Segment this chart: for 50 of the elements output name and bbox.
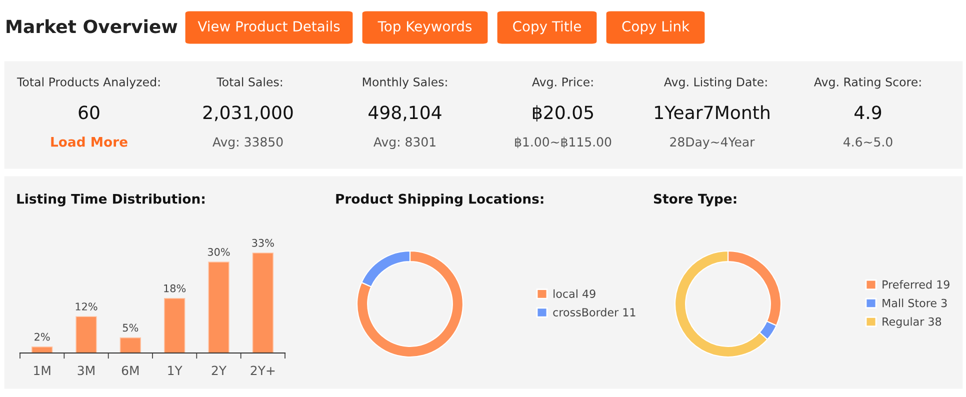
text: Avg. Listing Date: (664, 77, 767, 89)
x-tick-label: 2Y (212, 366, 227, 375)
chart-title: Store Type: (654, 194, 736, 206)
text: Total Sales: (216, 77, 282, 86)
bar (164, 298, 186, 353)
donut-slice (356, 250, 464, 358)
text: Monthly Sales: (362, 77, 447, 89)
text: Avg: 8301 (374, 137, 436, 150)
x-tick-label: 2Y+ (250, 366, 275, 375)
data-label: 30% (208, 248, 230, 256)
text: 498,104 (368, 106, 442, 122)
text: Copy Link (622, 20, 690, 34)
legend-label: Regular 38 (882, 317, 942, 328)
data-label: 18% (164, 284, 186, 292)
data-label: 12% (76, 302, 98, 310)
text: Avg: 33850 (212, 137, 283, 150)
chart-title: Listing Time Distribution: (17, 194, 204, 206)
chart-title: Product Shipping Locations: (336, 194, 544, 206)
x-tick-label: 6M (122, 366, 139, 376)
text: Market Overview (6, 19, 178, 34)
bar (208, 262, 230, 353)
x-tick-label: 1M (34, 366, 50, 375)
text: 4.9 (854, 106, 882, 120)
text: 2,031,000 (203, 106, 293, 122)
bar (32, 346, 53, 353)
text: ฿20.05 (532, 105, 594, 122)
x-tick-label: 1Y (168, 366, 182, 375)
bar (76, 316, 97, 353)
data-label: 5% (122, 324, 138, 332)
x-tick-label: 3M (78, 366, 94, 376)
legend-label: crossBorder 11 (553, 308, 636, 316)
data-label: 33% (252, 238, 274, 247)
bar (252, 252, 274, 353)
text: Avg. Rating Score: (814, 77, 921, 89)
text: View Product Details (198, 20, 340, 32)
legend-label: Mall Store 3 (882, 298, 947, 308)
text: Total Products Analyzed: (16, 77, 160, 89)
text: ฿1.00~฿115.00 (515, 136, 612, 148)
data-label: 2% (34, 332, 50, 341)
text: Avg. Price: (532, 77, 593, 89)
legend-label: Preferred 19 (882, 280, 950, 289)
text: 60 (78, 106, 100, 120)
text: 1Year7Month (655, 105, 770, 120)
legend-label: local 49 (554, 289, 596, 298)
text: 28Day~4Year (670, 137, 755, 150)
bar (120, 337, 141, 353)
text: Top Keywords (378, 20, 472, 34)
text: Load More (51, 136, 128, 147)
text: 4.6~5.0 (843, 137, 892, 147)
text: Copy Title (513, 20, 581, 34)
